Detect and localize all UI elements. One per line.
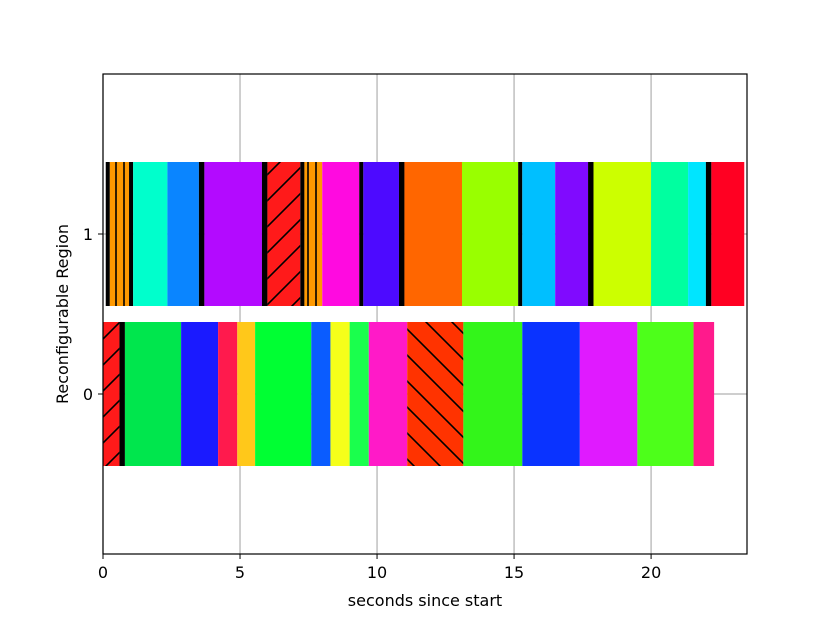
bar-segment-r0-7 — [311, 322, 331, 466]
bar-segment-r0-11 — [407, 322, 464, 466]
bar-segment-r1-17 — [518, 162, 523, 306]
x-tick-label-0: 0 — [98, 563, 108, 582]
bar-segment-r1-10 — [304, 162, 323, 306]
bar-segment-r1-6 — [204, 162, 262, 306]
y-axis-label: Reconfigurable Region — [53, 224, 72, 404]
bar-segment-r1-22 — [651, 162, 689, 306]
bar-segment-r1-12 — [359, 162, 364, 306]
bar-segment-r1-11 — [322, 162, 360, 306]
y-tick-label-0: 0 — [83, 385, 93, 404]
bar-segment-r1-5 — [198, 162, 205, 306]
bar-segment-r1-25 — [711, 162, 745, 306]
y-tick-label-1: 1 — [83, 225, 93, 244]
bar-segment-r0-3 — [181, 322, 219, 466]
bar-segment-r1-19 — [555, 162, 589, 306]
bar-segment-r1-0 — [105, 162, 110, 306]
bar-segment-r1-15 — [404, 162, 462, 306]
plot-frame — [102, 73, 748, 555]
bar-segment-r1-16 — [461, 162, 519, 306]
bar-segment-r0-5 — [237, 322, 256, 466]
bar-segment-r0-10 — [368, 322, 408, 466]
bar-segment-r0-15 — [637, 322, 694, 466]
bar-segment-r0-8 — [330, 322, 350, 466]
bar-segment-r1-23 — [688, 162, 706, 306]
bar-segment-r0-4 — [218, 322, 238, 466]
bar-segment-r0-1 — [119, 322, 125, 466]
bar-segment-r1-7 — [261, 162, 268, 306]
bar-segment-r1-13 — [363, 162, 399, 306]
bar-segment-r1-1 — [109, 162, 130, 306]
bar-segment-r1-3 — [133, 162, 168, 306]
bar-segment-r1-4 — [167, 162, 199, 306]
bar-segment-r0-0 — [103, 322, 120, 466]
x-tick-label-1: 5 — [235, 563, 245, 582]
x-tick-label-2: 10 — [367, 563, 387, 582]
bar-segment-r0-14 — [579, 322, 638, 466]
x-tick-label-3: 15 — [504, 563, 524, 582]
x-tick-label-4: 20 — [641, 563, 661, 582]
bar-segment-r1-24 — [705, 162, 712, 306]
bars — [103, 162, 745, 466]
bar-segment-r1-18 — [522, 162, 556, 306]
bar-segment-r1-14 — [398, 162, 405, 306]
bar-segment-r0-2 — [124, 322, 182, 466]
bar-segment-r0-9 — [349, 322, 369, 466]
x-axis-label: seconds since start — [348, 591, 502, 610]
bar-segment-r1-8 — [267, 162, 301, 306]
bar-segment-r1-21 — [593, 162, 652, 306]
bar-segment-r0-16 — [693, 322, 715, 466]
bar-segment-r1-2 — [129, 162, 134, 306]
bar-segment-r0-13 — [522, 322, 580, 466]
bar-segment-r1-20 — [588, 162, 594, 306]
grid — [102, 74, 747, 554]
bar-segment-r0-12 — [463, 322, 523, 466]
bar-segment-r1-9 — [300, 162, 305, 306]
axes: 0 5 10 15 20 0 1 — [83, 73, 748, 582]
bar-segment-r0-6 — [255, 322, 312, 466]
